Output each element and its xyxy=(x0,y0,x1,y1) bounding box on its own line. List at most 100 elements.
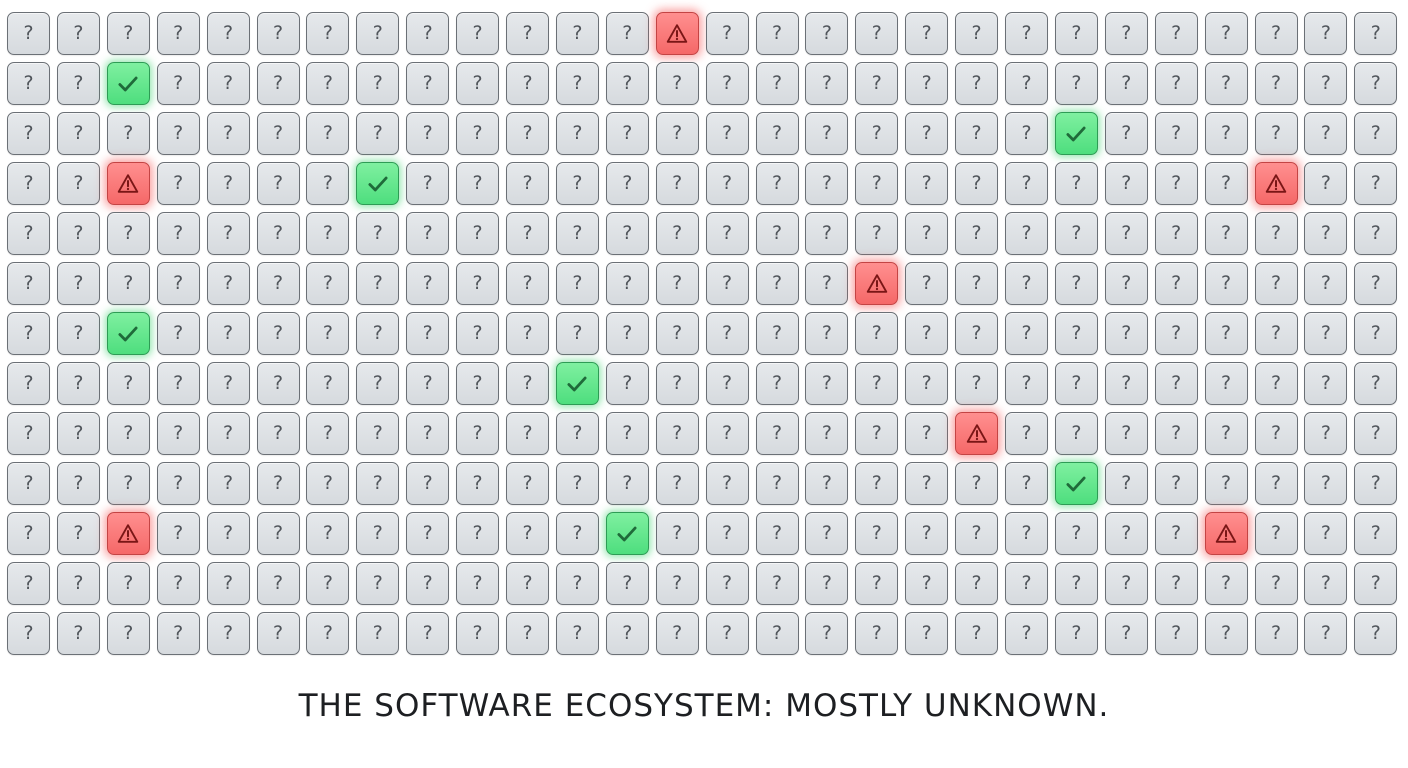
tile-unknown[interactable]: ? xyxy=(406,162,450,205)
tile-unknown[interactable]: ? xyxy=(705,162,749,205)
tile-unknown[interactable]: ? xyxy=(855,312,899,355)
tile-unknown[interactable]: ? xyxy=(56,262,100,305)
tile-unknown[interactable]: ? xyxy=(955,612,999,655)
tile-unknown[interactable]: ? xyxy=(555,62,599,105)
tile-unknown[interactable]: ? xyxy=(456,262,500,305)
tile-unknown[interactable]: ? xyxy=(156,362,200,405)
tile-unknown[interactable]: ? xyxy=(555,412,599,455)
tile-unknown[interactable]: ? xyxy=(1104,62,1148,105)
tile-unknown[interactable]: ? xyxy=(755,412,799,455)
tile-unknown[interactable]: ? xyxy=(1354,62,1398,105)
tile-unknown[interactable]: ? xyxy=(356,412,400,455)
tile-unknown[interactable]: ? xyxy=(1254,612,1298,655)
tile-unknown[interactable]: ? xyxy=(755,212,799,255)
tile-unknown[interactable]: ? xyxy=(306,362,350,405)
tile-unknown[interactable]: ? xyxy=(1005,112,1048,155)
tile-unknown[interactable]: ? xyxy=(506,612,549,655)
tile-unknown[interactable]: ? xyxy=(605,312,649,355)
tile-unknown[interactable]: ? xyxy=(905,312,949,355)
tile-unknown[interactable]: ? xyxy=(1005,312,1048,355)
tile-unknown[interactable]: ? xyxy=(106,112,150,155)
tile-unknown[interactable]: ? xyxy=(1005,612,1048,655)
tile-unknown[interactable]: ? xyxy=(1354,462,1398,505)
tile-unknown[interactable]: ? xyxy=(1104,562,1148,605)
tile-unknown[interactable]: ? xyxy=(7,512,50,555)
tile-unknown[interactable]: ? xyxy=(1304,462,1348,505)
tile-unknown[interactable]: ? xyxy=(805,562,849,605)
tile-unknown[interactable]: ? xyxy=(855,612,899,655)
tile-unknown[interactable]: ? xyxy=(605,562,649,605)
tile-unknown[interactable]: ? xyxy=(206,362,250,405)
tile-unknown[interactable]: ? xyxy=(156,312,200,355)
tile-unknown[interactable]: ? xyxy=(605,212,649,255)
tile-unknown[interactable]: ? xyxy=(655,312,699,355)
tile-known-good[interactable] xyxy=(1054,462,1098,505)
tile-unknown[interactable]: ? xyxy=(106,262,150,305)
tile-unknown[interactable]: ? xyxy=(406,62,450,105)
tile-unknown[interactable]: ? xyxy=(1304,62,1348,105)
tile-unknown[interactable]: ? xyxy=(855,62,899,105)
tile-unknown[interactable]: ? xyxy=(306,612,350,655)
tile-unknown[interactable]: ? xyxy=(705,262,749,305)
tile-unknown[interactable]: ? xyxy=(705,562,749,605)
tile-unknown[interactable]: ? xyxy=(555,562,599,605)
tile-unknown[interactable]: ? xyxy=(306,412,350,455)
tile-unknown[interactable]: ? xyxy=(506,512,549,555)
tile-unknown[interactable]: ? xyxy=(605,262,649,305)
tile-unknown[interactable]: ? xyxy=(1054,62,1098,105)
tile-unknown[interactable]: ? xyxy=(555,12,599,55)
tile-unknown[interactable]: ? xyxy=(7,212,50,255)
tile-unknown[interactable]: ? xyxy=(56,412,100,455)
tile-unknown[interactable]: ? xyxy=(1054,162,1098,205)
tile-unknown[interactable]: ? xyxy=(755,512,799,555)
tile-unknown[interactable]: ? xyxy=(206,262,250,305)
tile-unknown[interactable]: ? xyxy=(1104,612,1148,655)
tile-unknown[interactable]: ? xyxy=(56,362,100,405)
tile-unknown[interactable]: ? xyxy=(855,562,899,605)
tile-unknown[interactable]: ? xyxy=(1005,462,1048,505)
tile-unknown[interactable]: ? xyxy=(7,62,50,105)
tile-unknown[interactable]: ? xyxy=(106,362,150,405)
tile-unknown[interactable]: ? xyxy=(306,462,350,505)
tile-unknown[interactable]: ? xyxy=(406,212,450,255)
tile-known-good[interactable] xyxy=(1054,112,1098,155)
tile-unknown[interactable]: ? xyxy=(506,262,549,305)
tile-unknown[interactable]: ? xyxy=(206,12,250,55)
tile-unknown[interactable]: ? xyxy=(805,212,849,255)
tile-unknown[interactable]: ? xyxy=(1254,312,1298,355)
tile-unknown[interactable]: ? xyxy=(206,462,250,505)
tile-unknown[interactable]: ? xyxy=(755,162,799,205)
tile-unknown[interactable]: ? xyxy=(156,12,200,55)
tile-unknown[interactable]: ? xyxy=(1054,562,1098,605)
tile-known-bad[interactable] xyxy=(955,412,999,455)
tile-known-bad[interactable] xyxy=(1204,512,1248,555)
tile-unknown[interactable]: ? xyxy=(7,12,50,55)
tile-unknown[interactable]: ? xyxy=(605,162,649,205)
tile-unknown[interactable]: ? xyxy=(406,512,450,555)
tile-unknown[interactable]: ? xyxy=(555,162,599,205)
tile-unknown[interactable]: ? xyxy=(755,112,799,155)
tile-unknown[interactable]: ? xyxy=(306,262,350,305)
tile-unknown[interactable]: ? xyxy=(755,362,799,405)
tile-unknown[interactable]: ? xyxy=(1005,12,1048,55)
tile-unknown[interactable]: ? xyxy=(1204,312,1248,355)
tile-unknown[interactable]: ? xyxy=(805,412,849,455)
tile-unknown[interactable]: ? xyxy=(1154,312,1198,355)
tile-unknown[interactable]: ? xyxy=(755,262,799,305)
tile-unknown[interactable]: ? xyxy=(456,312,500,355)
tile-unknown[interactable]: ? xyxy=(256,462,300,505)
tile-unknown[interactable]: ? xyxy=(506,312,549,355)
tile-unknown[interactable]: ? xyxy=(1254,212,1298,255)
tile-unknown[interactable]: ? xyxy=(306,562,350,605)
tile-unknown[interactable]: ? xyxy=(1054,612,1098,655)
tile-unknown[interactable]: ? xyxy=(1054,212,1098,255)
tile-unknown[interactable]: ? xyxy=(56,12,100,55)
tile-unknown[interactable]: ? xyxy=(855,112,899,155)
tile-unknown[interactable]: ? xyxy=(805,162,849,205)
tile-unknown[interactable]: ? xyxy=(306,212,350,255)
tile-unknown[interactable]: ? xyxy=(156,212,200,255)
tile-known-bad[interactable] xyxy=(106,512,150,555)
tile-unknown[interactable]: ? xyxy=(655,562,699,605)
tile-unknown[interactable]: ? xyxy=(1104,462,1148,505)
tile-unknown[interactable]: ? xyxy=(1304,212,1348,255)
